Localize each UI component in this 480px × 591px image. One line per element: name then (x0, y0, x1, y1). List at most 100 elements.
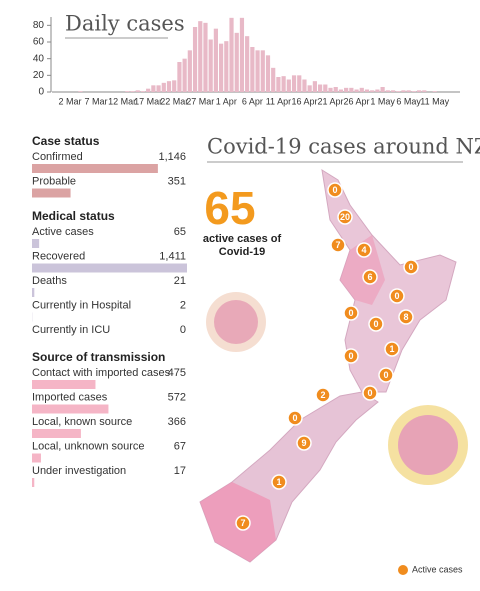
bar (245, 36, 250, 92)
chart-title: Daily cases (65, 12, 185, 36)
case-marker (337, 209, 353, 225)
value-label: 2 (180, 299, 186, 311)
bar (177, 62, 182, 92)
bar (338, 89, 344, 92)
marker-label: 9 (301, 438, 306, 448)
bar (213, 28, 218, 93)
row-label: Probable (32, 175, 76, 187)
bar (317, 84, 323, 92)
bar (375, 89, 380, 92)
legend-label: Active cases (412, 564, 463, 574)
bar (78, 91, 83, 92)
row-label: Contact with imported cases (32, 367, 171, 379)
value-label: 1,411 (159, 250, 186, 262)
x-tick-label: 21 Apr (317, 96, 343, 106)
bar (406, 90, 411, 92)
case-marker (271, 474, 287, 490)
case-marker (403, 259, 419, 275)
y-tick-label: 40 (33, 53, 45, 64)
bar (203, 22, 208, 92)
x-tick-label: 27 Mar (186, 96, 214, 106)
bar (271, 67, 276, 92)
case-marker (389, 288, 405, 304)
row-label: Active cases (32, 226, 94, 238)
bar (182, 58, 187, 92)
active-count: 65 (204, 182, 255, 234)
value-label: 351 (168, 175, 186, 187)
value-label: 21 (174, 275, 186, 287)
bar (32, 164, 158, 173)
marker-label: 0 (373, 319, 378, 329)
bar (422, 90, 427, 92)
bar (161, 82, 166, 92)
case-marker (343, 305, 359, 321)
bar (187, 50, 192, 92)
marker-label: 0 (408, 262, 413, 272)
bar (265, 55, 271, 92)
bar (385, 90, 390, 92)
marker-label: 0 (348, 351, 353, 361)
case-marker (362, 269, 378, 285)
row-label: Under investigation (32, 465, 126, 477)
value-label: 1,146 (158, 151, 186, 163)
bar (349, 87, 354, 92)
bar (224, 41, 229, 92)
marker-label: 0 (394, 291, 399, 301)
marker-label: 7 (335, 240, 340, 250)
marker-label: 4 (361, 245, 366, 255)
bar (250, 47, 255, 92)
bar (135, 90, 140, 92)
bar (198, 21, 203, 93)
case-marker (356, 242, 372, 258)
marker-label: 0 (292, 413, 297, 423)
case-marker (287, 410, 303, 426)
bar (328, 87, 333, 92)
bar (229, 17, 234, 92)
map-title: Covid-19 cases around NZ (207, 135, 480, 159)
y-tick-label: 20 (33, 70, 45, 81)
row-label: Recovered (32, 250, 85, 262)
row-label: Deaths (32, 275, 67, 287)
row-label: Currently in ICU (32, 324, 110, 336)
x-tick-label: 22 Mar (160, 96, 188, 106)
row-label: Local, unknown source (32, 440, 145, 452)
value-label: 17 (174, 465, 186, 477)
bar (281, 76, 286, 92)
bar (32, 380, 96, 389)
case-marker (398, 309, 414, 325)
bar (156, 85, 161, 92)
y-tick-label: 0 (38, 87, 44, 98)
virus-decoration (398, 415, 458, 475)
value-label: 0 (180, 324, 186, 336)
section-title: Case status (32, 134, 100, 148)
x-tick-label: 2 Mar (59, 96, 82, 106)
bar (401, 90, 406, 92)
bar (312, 81, 317, 92)
bar (344, 87, 349, 92)
bar (172, 80, 177, 92)
bar (239, 17, 245, 92)
x-tick-label: 1 May (370, 96, 395, 106)
marker-label: 1 (389, 344, 394, 354)
bar (291, 75, 297, 92)
marker-label: 7 (240, 518, 245, 528)
marker-label: 6 (367, 272, 372, 282)
bar (151, 85, 156, 92)
bar (260, 50, 265, 92)
marker-label: 1 (276, 477, 281, 487)
bar (32, 188, 71, 198)
bar (32, 453, 41, 463)
bar (32, 288, 35, 297)
legend-swatch (398, 565, 408, 575)
bar (255, 50, 260, 92)
marker-label: 0 (383, 370, 388, 380)
x-tick-label: 11 May (420, 96, 449, 106)
marker-label: 0 (367, 388, 372, 398)
active-label: Covid-19 (219, 246, 265, 258)
marker-label: 20 (340, 212, 350, 222)
case-marker (235, 515, 251, 531)
bar (219, 43, 224, 92)
case-marker (296, 435, 312, 451)
marker-label: 0 (348, 308, 353, 318)
bar (333, 87, 338, 92)
